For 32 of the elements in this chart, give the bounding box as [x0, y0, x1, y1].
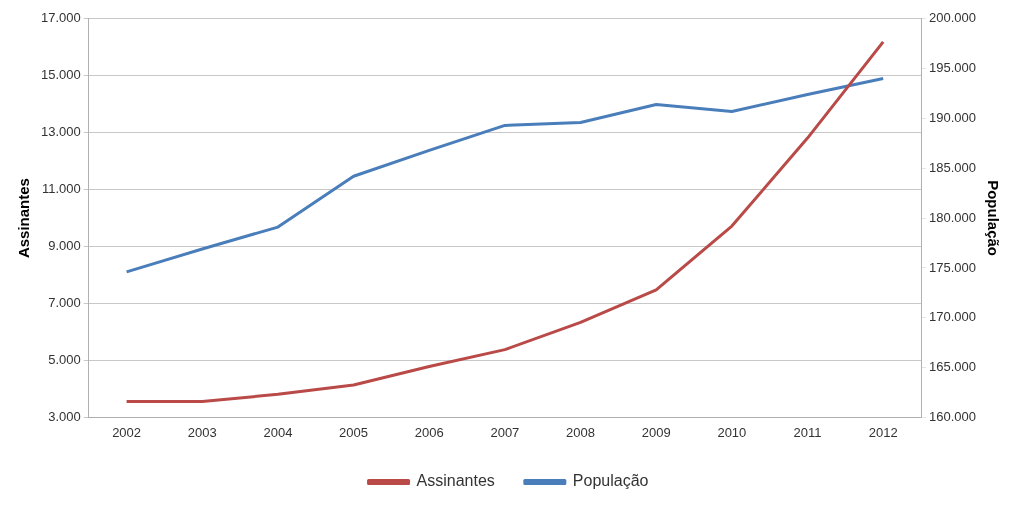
y-tick-label: 11.000 — [41, 181, 81, 197]
y-tick-label: 17.000 — [41, 10, 81, 26]
y-tick-label: 13.000 — [41, 124, 81, 140]
y2-tick-label: 165.000 — [929, 359, 977, 375]
y2-tick-label: 200.000 — [929, 10, 977, 26]
x-tick-label: 2003 — [187, 424, 217, 440]
y2-tick-label: 190.000 — [929, 110, 977, 126]
y2-tick-label: 170.000 — [929, 309, 977, 325]
x-tick-label: 2006 — [414, 424, 444, 440]
legend-label: População — [572, 472, 649, 490]
x-tick-label: 2005 — [339, 424, 369, 440]
y2-tick-label: 180.000 — [929, 209, 977, 225]
x-tick-label: 2008 — [566, 424, 595, 440]
x-tick-label: 2007 — [490, 424, 520, 440]
y-tick-label: 15.000 — [41, 67, 81, 83]
x-tick-label: 2009 — [641, 424, 671, 440]
y-tick-label: 5.000 — [48, 352, 81, 368]
y-tick-label: 9.000 — [48, 238, 81, 254]
x-tick-label: 2004 — [263, 424, 293, 440]
y2-axis-title: População — [984, 180, 1002, 257]
y2-tick-label: 160.000 — [929, 408, 977, 424]
y-tick-label: 3.000 — [48, 408, 81, 424]
y2-tick-label: 185.000 — [929, 159, 977, 175]
y-axis-title: Assinantes — [15, 178, 33, 259]
y2-tick-label: 195.000 — [929, 60, 977, 76]
x-tick-label: 2012 — [868, 424, 898, 440]
x-tick-label: 2002 — [112, 424, 142, 440]
y2-tick-label: 175.000 — [929, 259, 977, 275]
x-tick-label: 2010 — [717, 424, 747, 440]
x-tick-label: 2011 — [793, 424, 822, 440]
legend-label: Assinantes — [416, 472, 495, 490]
y-tick-label: 7.000 — [48, 295, 81, 311]
